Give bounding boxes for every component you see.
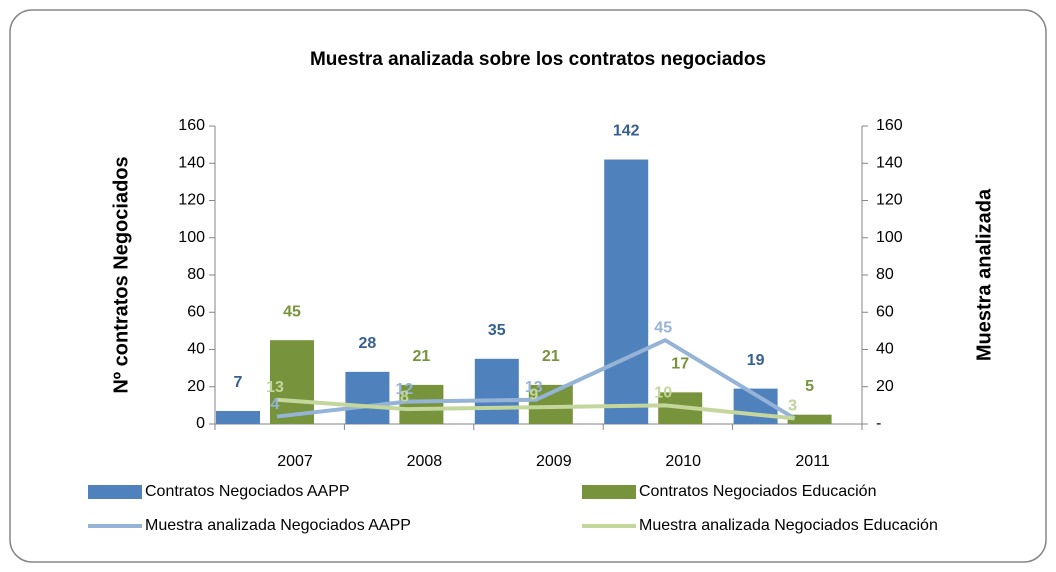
x-tick-label: 2007 — [277, 453, 313, 470]
x-tick-label: 2008 — [407, 453, 443, 470]
bar-value-label: 5 — [805, 378, 814, 395]
line-value-label: 45 — [654, 319, 672, 336]
y-tick-label: 40 — [187, 341, 205, 358]
y-tick-label: 120 — [178, 192, 205, 209]
y-tick-label: 80 — [187, 266, 205, 283]
y2-tick-label: 120 — [876, 192, 903, 209]
bar-value-label: 19 — [747, 352, 765, 369]
bar-value-label: 45 — [283, 303, 301, 320]
bar-value-label: 21 — [542, 348, 560, 365]
line-value-label: 13 — [525, 379, 543, 396]
y-tick-label: 160 — [178, 117, 205, 134]
legend-label: Contratos Negociados AAPP — [145, 483, 350, 500]
bar-value-label: 21 — [413, 348, 431, 365]
bar-value-label: 17 — [671, 356, 689, 373]
bar — [345, 371, 390, 424]
y-tick-label: 140 — [178, 154, 205, 171]
bar — [604, 159, 649, 424]
y2-tick-label: 40 — [876, 341, 894, 358]
y-tick-label: 60 — [187, 303, 205, 320]
bar-value-label: 142 — [613, 123, 640, 140]
bar-value-label: 35 — [488, 322, 506, 339]
y2-tick-label: - — [876, 415, 881, 432]
line — [276, 397, 795, 421]
bar — [474, 358, 519, 424]
bar — [787, 414, 832, 424]
y-tick-label: 0 — [196, 415, 205, 432]
line-value-label: 8 — [400, 388, 409, 405]
chart-frame — [9, 9, 1047, 563]
legend-label: Muestra analizada Negociados AAPP — [145, 517, 411, 534]
bar — [270, 340, 314, 424]
legend-swatch — [88, 485, 142, 499]
line-value-label: 10 — [654, 385, 672, 402]
legend-label: Muestra analizada Negociados Educación — [639, 517, 938, 534]
y2-axis-label: Muestra analizada — [973, 188, 995, 361]
y2-tick-label: 140 — [876, 154, 903, 171]
bar-value-label: 7 — [234, 374, 243, 391]
line-value-label: 12 — [396, 381, 414, 398]
y2-tick-label: 80 — [876, 266, 894, 283]
legend-swatch — [582, 485, 636, 499]
line-value-label: 3 — [788, 398, 797, 415]
y2-tick-label: 60 — [876, 303, 894, 320]
y2-tick-label: 100 — [876, 229, 903, 246]
x-tick-label: 2009 — [536, 453, 572, 470]
line-value-label: 9 — [529, 386, 538, 403]
bar — [399, 384, 444, 424]
line-value-label: 3 — [788, 398, 797, 415]
y2-tick-label: 20 — [876, 378, 894, 395]
y-tick-label: 100 — [178, 229, 205, 246]
y-tick-label: 20 — [187, 378, 205, 395]
x-tick-label: 2010 — [665, 453, 701, 470]
chart-title: Muestra analizada sobre los contratos ne… — [310, 49, 766, 70]
y-axis-label: Nº contratos Negociados — [110, 156, 132, 393]
line-value-label: 13 — [266, 379, 284, 396]
line-value-label: 4 — [271, 396, 280, 413]
bar — [216, 410, 260, 424]
legend-label: Contratos Negociados Educación — [639, 483, 876, 500]
bar-value-label: 28 — [359, 335, 377, 352]
x-tick-label: 2011 — [795, 453, 830, 470]
y2-tick-label: 160 — [876, 117, 903, 134]
